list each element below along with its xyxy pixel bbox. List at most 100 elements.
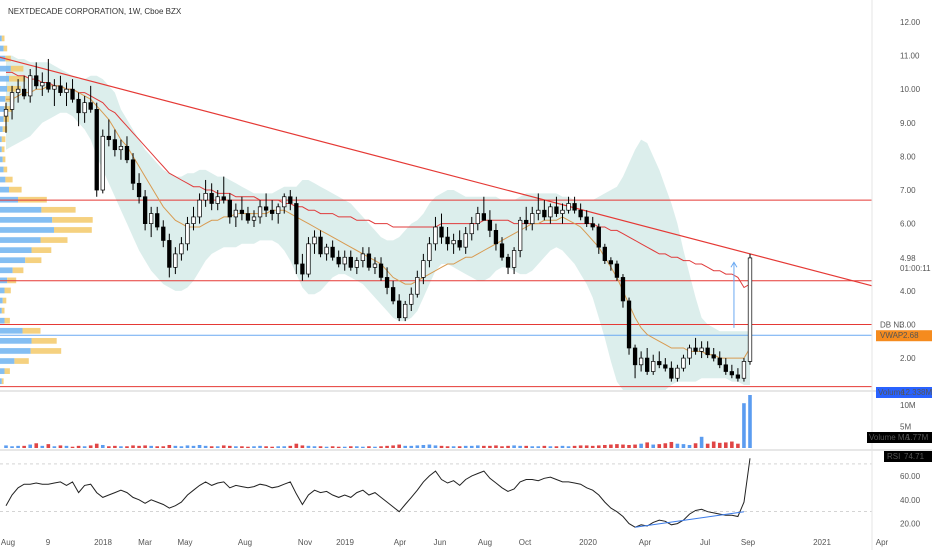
volume-bar [681,444,686,448]
volume-bar [457,446,462,448]
time-tick-label: Apr [639,538,652,547]
candle-up [40,82,45,87]
volume-bar [463,445,468,448]
candle-down [602,246,607,261]
volume-profile-down-bar [0,146,2,153]
volume-bar [107,446,111,448]
candle-down [390,287,396,302]
candle-up [179,243,184,255]
candle-up [511,250,517,268]
volume-bar [421,444,426,448]
volume-bar [125,446,129,448]
volume-profile-up-bar [31,247,52,253]
candle-down [142,196,148,224]
time-tick-label: 2021 [813,538,831,547]
volume-bar [191,445,196,448]
candle-up [517,219,523,251]
candle-down [209,193,214,204]
candle-down [626,300,632,349]
volume-profile-up-bar [25,257,42,264]
volume-bar [100,444,105,448]
volume-profile-up-bar [1,307,5,314]
volume-bar [240,446,244,448]
candle-up [475,213,480,224]
volume-profile-down-bar [0,217,53,223]
candle-up [173,253,178,268]
candle-down [487,219,493,231]
volume-bar [16,445,20,448]
volume-profile-up-bar [1,146,5,153]
volume-profile-up-bar [3,45,8,52]
volume-bar [627,444,631,448]
rsi-trendline [635,511,745,528]
volume-bar [234,446,238,448]
candle-down [384,277,390,288]
candle-down [263,206,269,211]
candle-down [288,196,293,204]
volume-bar [433,445,438,448]
candle-up [687,347,692,359]
rsi-tick-label: 60.00 [900,472,921,481]
volume-bar [687,444,692,448]
volume-profile-down-bar [0,227,54,233]
volume-bar [197,444,202,448]
candle-down [735,374,741,379]
volume-bar [276,446,280,448]
volume-bar [596,445,601,448]
candle-down [499,243,505,258]
candle-up [651,361,656,372]
volume-bar [560,445,565,448]
volume-bar [415,445,420,448]
candle-down [245,213,251,221]
candle-down [669,367,674,379]
volume-profile-down-bar [0,85,8,92]
volume-bar [246,446,250,448]
volume-bar [494,445,498,448]
volume-profile-up-bar [1,378,4,385]
price-tick-label: 12.00 [900,18,921,27]
candle-up [427,243,432,261]
volume-bar [530,446,535,448]
volume-profile-down-bar [0,156,3,163]
candle-up [257,206,263,218]
volume-profile-down-bar [0,287,5,294]
volume-bar [717,442,722,448]
price-tick-label: 2.00 [900,354,916,363]
price-tick-label: 10.00 [900,85,921,94]
candle-down [590,223,595,228]
price-tick-label: 4.00 [900,287,916,296]
volume-bar [397,444,401,448]
volume-bar [373,446,377,448]
time-tick-label: Jun [434,538,447,547]
volume-profile-up-bar [12,267,24,274]
candle-down [161,226,166,241]
volume-bar [22,445,26,448]
volume-bar [34,443,39,448]
candle-down [397,300,402,319]
volume-bar [427,444,432,448]
trendline [0,56,873,287]
volume-profile-down-bar [0,348,31,354]
candle-up [463,233,468,248]
time-tick-label: Jul [700,538,710,547]
volume-bar [94,443,99,448]
volume-bar [10,446,14,448]
volume-bar [131,445,135,448]
candle-up [324,246,329,255]
candle-down [723,364,728,372]
volume-bar [336,446,341,448]
candle-up [415,277,420,295]
candle-up [675,367,680,379]
candle-down [632,347,638,366]
volume-ma-value: 1.77M [906,433,929,442]
volume-bar [361,446,365,448]
candle-down [378,263,384,278]
candle-up [638,357,644,366]
candle-up [451,240,456,245]
candle-up [28,75,33,97]
volume-profile-up-bar [9,75,26,82]
candle-down [294,203,299,265]
candle-down [493,230,499,245]
